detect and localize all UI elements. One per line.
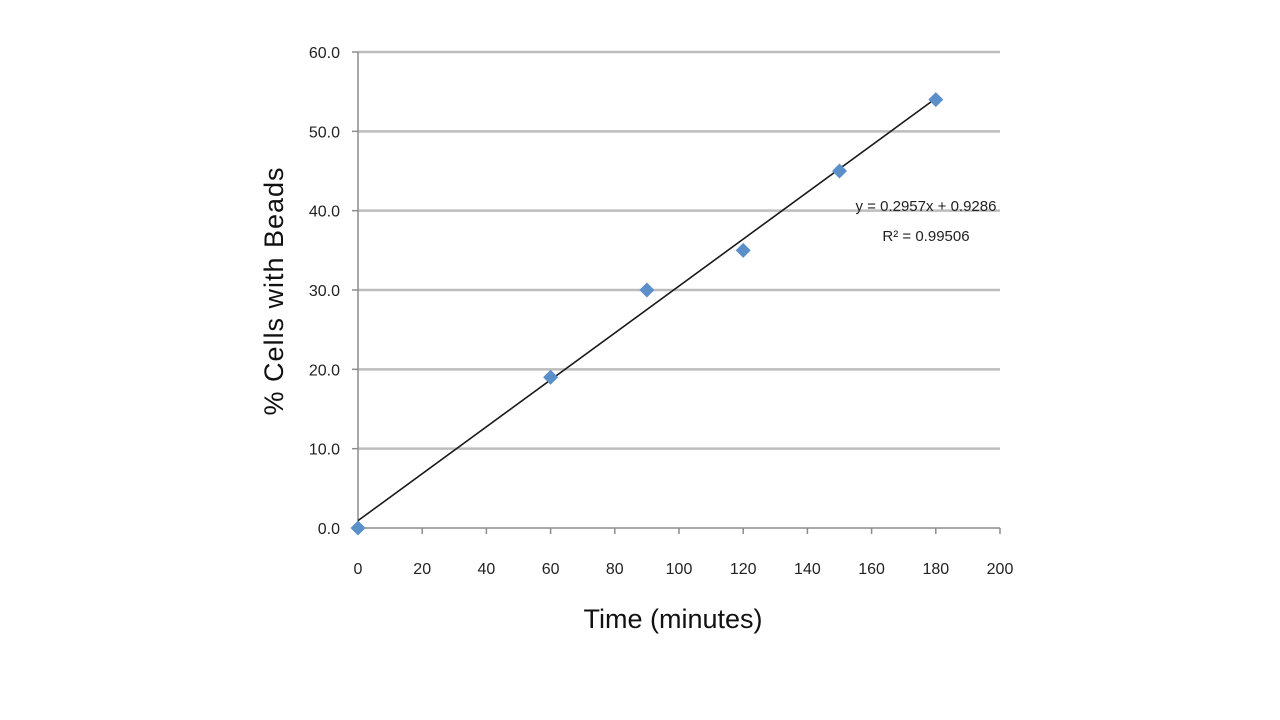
data-point [350, 520, 366, 536]
x-tick-label: 140 [794, 561, 821, 578]
data-point [543, 369, 559, 385]
y-tick-label: 30.0 [309, 283, 340, 300]
data-point [639, 282, 655, 298]
y-tick-label: 60.0 [309, 45, 340, 62]
x-tick-label: 20 [413, 561, 431, 578]
x-tick-label: 160 [858, 561, 885, 578]
y-tick-label: 0.0 [318, 521, 340, 538]
y-tick-label: 40.0 [309, 204, 340, 221]
labels-layer: 0.0 10.0 20.0 30.0 40.0 50.0 60.0 0 20 40 60 80 100 1… [309, 45, 1014, 578]
y-tick-label: 20.0 [309, 362, 340, 379]
y-tick-label: 50.0 [309, 124, 340, 141]
data-point [928, 92, 944, 108]
grid-layer [358, 50, 1000, 450]
x-tick-label: 60 [542, 561, 560, 578]
y-axis-title: % Cells with Beads [259, 166, 289, 415]
trendline [357, 97, 937, 522]
axes-layer [352, 51, 1001, 534]
trend-layer [357, 97, 937, 522]
x-tick-label: 180 [922, 561, 949, 578]
x-tick-label: 40 [478, 561, 496, 578]
x-tick-label: 80 [606, 561, 624, 578]
x-tick-label: 200 [987, 561, 1014, 578]
data-point [832, 163, 847, 179]
x-tick-label: 0 [354, 561, 363, 578]
points-layer [350, 92, 944, 536]
x-tick-label: 120 [730, 561, 757, 578]
trendline-r-squared: R² = 0.99506 [882, 228, 969, 245]
trendline-equation: y = 0.2957x + 0.9286 [856, 198, 997, 215]
x-axis-title: Time (minutes) [583, 604, 762, 634]
x-tick-label: 100 [666, 561, 693, 578]
y-tick-label: 10.0 [309, 442, 340, 459]
data-point [735, 242, 751, 258]
